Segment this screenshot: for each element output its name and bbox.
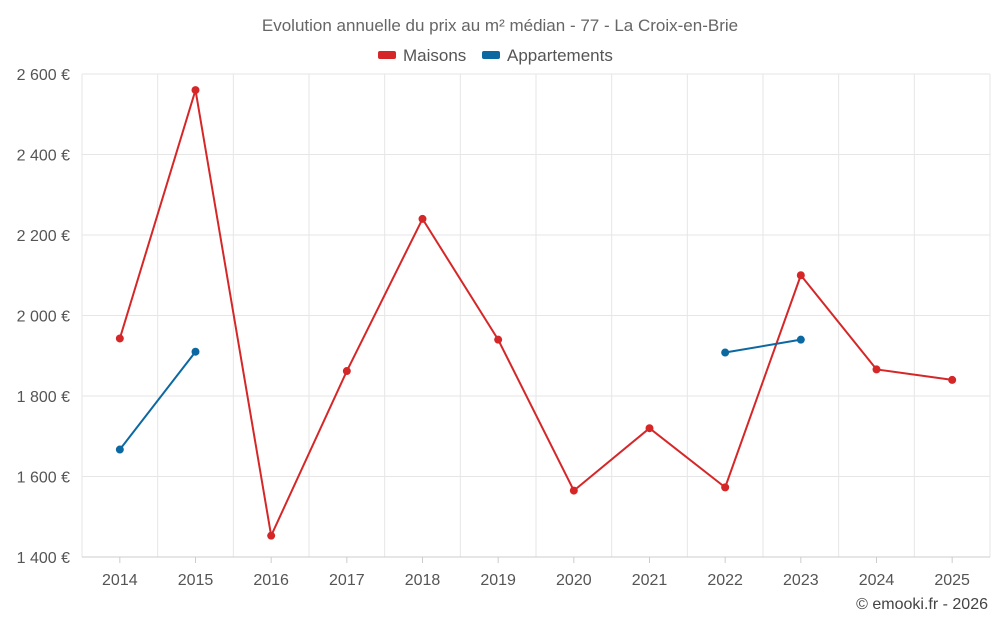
data-point-maisons-2018[interactable] <box>418 214 427 223</box>
data-point-appartements-2023[interactable] <box>796 335 805 344</box>
data-point-appartements-2022[interactable] <box>721 348 730 357</box>
data-point-maisons-2014[interactable] <box>115 334 124 343</box>
y-tick-label: 2 200 € <box>17 228 70 245</box>
y-axis-ticks: 1 400 € 1 600 € 1 800 € 2 000 € 2 200 € 2 400… <box>17 67 70 567</box>
x-tick-label: 2022 <box>707 572 743 589</box>
legend-label-maisons: Maisons <box>403 46 466 65</box>
x-tick-label: 2016 <box>253 572 289 589</box>
data-point-maisons-2016[interactable] <box>267 531 276 540</box>
data-point-maisons-2020[interactable] <box>569 486 578 495</box>
legend: Maisons Appartements <box>378 46 613 65</box>
legend-swatch-maisons <box>378 51 396 59</box>
x-tick-label: 2020 <box>556 572 592 589</box>
y-tick-label: 2 000 € <box>17 309 70 326</box>
series-appartements <box>115 335 805 454</box>
x-tick-label: 2018 <box>405 572 441 589</box>
y-tick-label: 1 600 € <box>17 470 70 487</box>
series-line-appartements <box>119 351 197 451</box>
data-point-appartements-2014[interactable] <box>115 445 124 454</box>
x-tick-label: 2024 <box>859 572 895 589</box>
data-point-maisons-2022[interactable] <box>721 483 730 492</box>
x-tick-label: 2015 <box>178 572 214 589</box>
credit-text: © emooki.fr - 2026 <box>856 596 988 613</box>
data-point-maisons-2021[interactable] <box>645 424 654 433</box>
legend-label-appartements: Appartements <box>507 46 613 65</box>
x-tick-label: 2014 <box>102 572 138 589</box>
data-point-maisons-2015[interactable] <box>191 86 200 95</box>
series <box>115 86 957 540</box>
chart-title: Evolution annuelle du prix au m² médian … <box>262 16 738 35</box>
x-tick-label: 2025 <box>934 572 970 589</box>
data-point-appartements-2015[interactable] <box>191 347 200 356</box>
grid <box>81 73 991 558</box>
data-point-maisons-2023[interactable] <box>796 271 805 280</box>
x-tick-label: 2017 <box>329 572 365 589</box>
series-line-maisons <box>118 89 953 537</box>
series-maisons <box>115 86 957 540</box>
x-tick-label: 2019 <box>480 572 516 589</box>
legend-swatch-appartements <box>482 51 500 59</box>
x-tick-label: 2021 <box>632 572 668 589</box>
data-point-maisons-2025[interactable] <box>948 375 957 384</box>
data-point-maisons-2017[interactable] <box>342 367 351 376</box>
legend-item-maisons[interactable]: Maisons <box>378 46 466 65</box>
x-axis-ticks: 2014 2015 2016 2017 2018 2019 2020 2021 2022 2023… <box>102 557 970 589</box>
y-tick-label: 2 400 € <box>17 148 70 165</box>
y-tick-label: 1 400 € <box>17 550 70 567</box>
legend-item-appartements[interactable]: Appartements <box>482 46 613 65</box>
y-tick-label: 1 800 € <box>17 389 70 406</box>
data-point-maisons-2019[interactable] <box>494 335 503 344</box>
y-tick-label: 2 600 € <box>17 67 70 84</box>
data-point-maisons-2024[interactable] <box>872 365 881 374</box>
x-tick-label: 2023 <box>783 572 819 589</box>
series-line-appartements <box>724 338 802 354</box>
